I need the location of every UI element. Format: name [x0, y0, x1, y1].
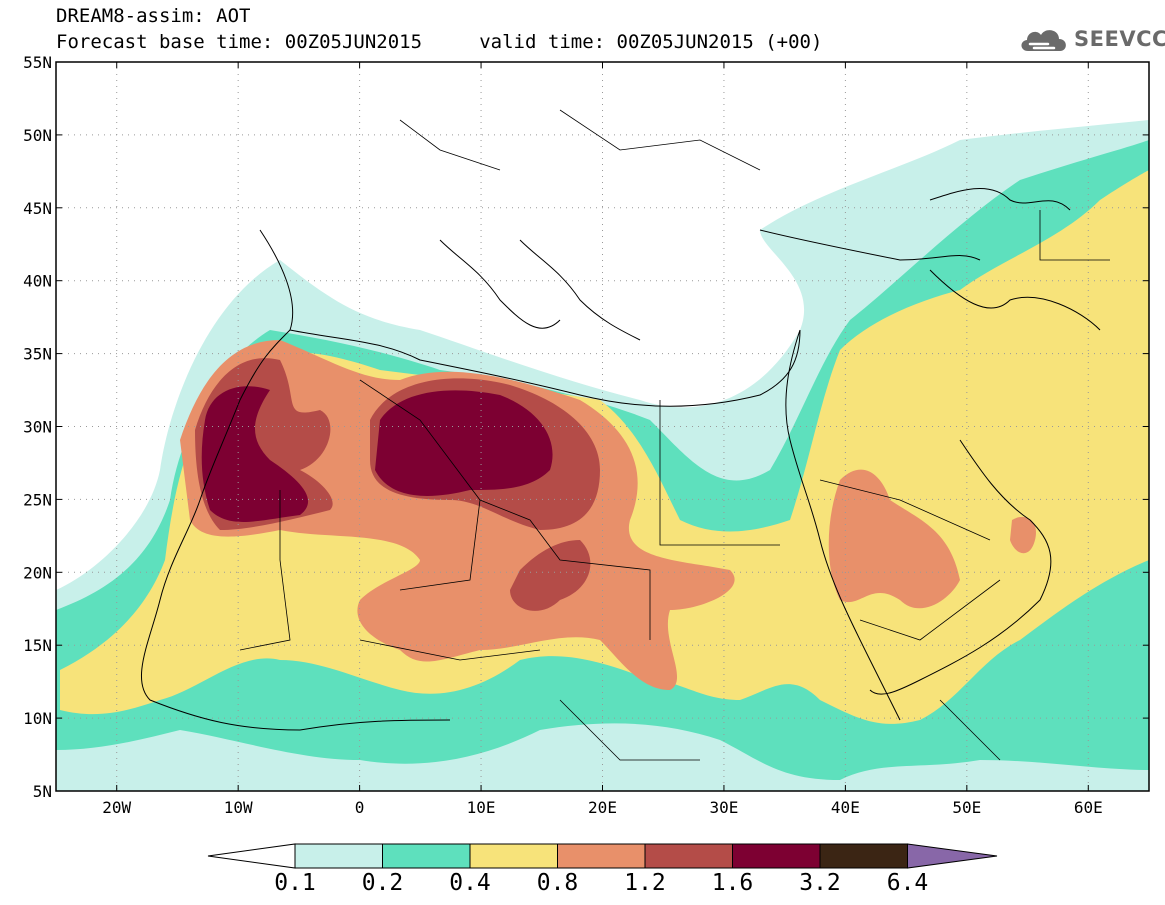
lon-label: 60E — [1074, 798, 1103, 817]
colorbar-label: 0.2 — [361, 870, 404, 896]
aot-band-0.8-arabia — [828, 469, 960, 609]
latitude-labels: 5N 10N 15N 20N 25N 30N 35N 40N 45N 50N 55N — [23, 53, 52, 801]
map-frame — [55, 61, 1150, 792]
lat-label: 10N — [23, 709, 52, 728]
lat-label: 25N — [23, 490, 52, 509]
lat-label: 20N — [23, 563, 52, 582]
lat-label: 35N — [23, 345, 52, 364]
lon-label: 10E — [467, 798, 496, 817]
logo-text: SEEVCCC — [1074, 27, 1165, 51]
forecast-time-subtitle: Forecast base time: 00Z05JUN2015 valid t… — [56, 31, 823, 53]
lon-label: 30E — [709, 798, 738, 817]
lat-label: 40N — [23, 272, 52, 291]
lon-label: 40E — [831, 798, 860, 817]
lon-label: 20E — [588, 798, 617, 817]
colorbar-swatch — [819, 843, 908, 869]
colorbar-max-arrow — [907, 843, 998, 869]
lon-label: 0 — [355, 798, 365, 817]
colorbar-label: 0.1 — [274, 870, 316, 896]
lat-label: 45N — [23, 199, 52, 218]
lat-label: 55N — [23, 53, 52, 72]
country-borders — [239, 109, 1110, 761]
lon-label: 50E — [952, 798, 981, 817]
lat-label: 30N — [23, 418, 52, 437]
colorbar-min-arrow — [207, 843, 296, 869]
colorbar-label: 0.4 — [449, 870, 491, 896]
colorbar-swatch — [294, 843, 383, 869]
lon-label: 10W — [224, 798, 253, 817]
colorbar-swatch — [469, 843, 558, 869]
colorbar-label: 1.6 — [711, 870, 754, 896]
map-title: DREAM8-assim: AOT — [56, 5, 251, 27]
longitude-labels: 20W 10W 0 10E 20E 30E 40E 50E 60E — [102, 798, 1102, 817]
aot-band-0.8-oman — [1010, 516, 1036, 554]
colorbar-swatch — [644, 843, 733, 869]
colorbar-label: 1.2 — [624, 870, 666, 896]
colorbar-swatch — [382, 843, 471, 869]
aot-band-1.6 — [201, 386, 553, 522]
colorbar-label: 3.2 — [799, 870, 841, 896]
colorbar-swatch — [732, 843, 821, 869]
colorbar — [207, 843, 998, 869]
lat-label: 50N — [23, 126, 52, 145]
colorbar-label: 6.4 — [886, 870, 929, 896]
lat-label: 15N — [23, 636, 52, 655]
colorbar-label: 0.8 — [536, 870, 579, 896]
cloud-icon — [1021, 30, 1066, 51]
aot-contours — [56, 120, 1149, 791]
map-gridlines — [56, 61, 1149, 792]
logo: SEEVCCC — [1018, 24, 1165, 54]
lat-label: 5N — [33, 782, 52, 801]
colorbar-swatch — [557, 843, 646, 869]
lon-label: 20W — [102, 798, 131, 817]
coastlines — [141, 187, 1101, 731]
